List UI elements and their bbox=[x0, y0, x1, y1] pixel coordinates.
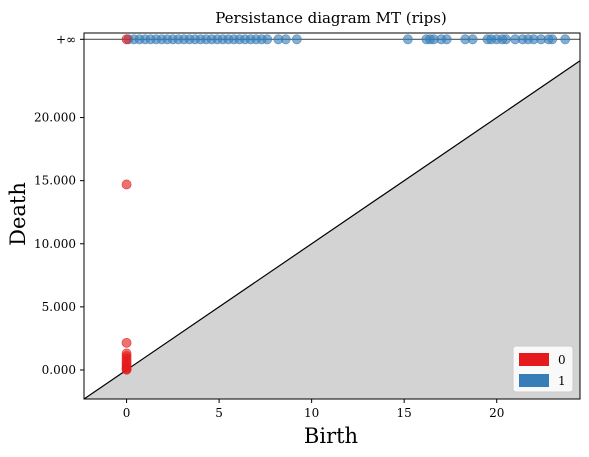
y-tick-label: 5.000 bbox=[42, 300, 76, 314]
x-tick-label: 15 bbox=[397, 406, 412, 420]
x-tick-label: 5 bbox=[215, 406, 223, 420]
data-point-series-1 bbox=[468, 35, 477, 44]
legend-label-1: 1 bbox=[558, 374, 566, 388]
legend-swatch-1 bbox=[519, 374, 549, 387]
data-point-series-0 bbox=[122, 35, 131, 44]
y-tick-label: 0.000 bbox=[42, 363, 76, 377]
legend-swatch-0 bbox=[519, 353, 549, 366]
y-tick-label: 10.000 bbox=[34, 237, 76, 251]
legend-label-0: 0 bbox=[558, 353, 566, 367]
y-tick-label: +∞ bbox=[56, 32, 76, 46]
x-tick-label: 0 bbox=[123, 406, 131, 420]
data-point-series-0 bbox=[122, 365, 131, 374]
data-point-series-0 bbox=[122, 338, 131, 347]
data-point-series-1 bbox=[292, 35, 301, 44]
x-axis-label: Birth bbox=[304, 424, 358, 448]
data-point-series-1 bbox=[263, 35, 272, 44]
data-point-series-1 bbox=[281, 35, 290, 44]
data-point-series-1 bbox=[501, 35, 510, 44]
x-tick-label: 10 bbox=[304, 406, 319, 420]
x-tick-label: 20 bbox=[489, 406, 504, 420]
y-axis-label: Death bbox=[6, 182, 30, 246]
data-point-series-1 bbox=[442, 35, 451, 44]
y-tick-label: 15.000 bbox=[34, 174, 76, 188]
data-point-series-1 bbox=[561, 35, 570, 44]
legend: 0 1 bbox=[513, 346, 573, 392]
y-tick-label: 20.000 bbox=[34, 111, 76, 125]
data-point-series-0 bbox=[122, 180, 131, 189]
chart-title: Persistance diagram MT (rips) bbox=[215, 9, 447, 27]
data-point-series-1 bbox=[548, 35, 557, 44]
data-point-series-1 bbox=[403, 35, 412, 44]
